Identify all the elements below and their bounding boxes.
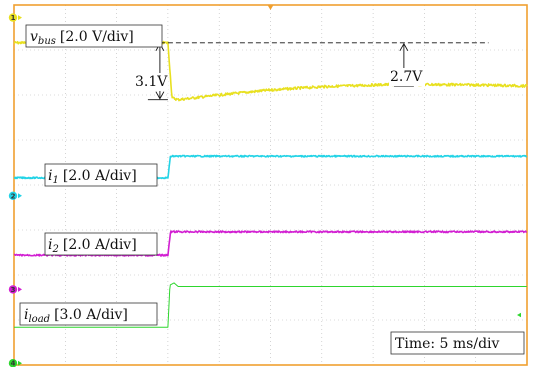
i1-label: i1 [2.0 A/div] [44, 163, 158, 187]
svg-text:i2[2.0 A/div]: i2 [2.0 A/div] [48, 237, 137, 255]
iload-trace [14, 282, 527, 328]
reference-arrow [517, 312, 521, 318]
channel-markers: 1 2 3 4 [8, 13, 521, 367]
grid [14, 5, 527, 365]
svg-text:iload[3.0 A/div]: iload [3.0 A/div] [24, 307, 128, 325]
channel-arrow-4 [18, 360, 22, 366]
drop1-arrowhead-bottom [155, 91, 165, 100]
svg-text:i1[2.0 A/div]: i1 [2.0 A/div] [48, 168, 137, 186]
i2-label: i2 [2.0 A/div] [44, 232, 158, 256]
plot-frame [13, 4, 528, 366]
channel-arrow-2 [18, 193, 22, 199]
trigger-marker [267, 5, 274, 10]
iload-label: iload [3.0 A/div] [19, 302, 158, 326]
drop2-label: 2.7V [389, 68, 425, 86]
channel-marker-text-3: 3 [11, 286, 16, 294]
time-base-label: Time: 5 ms/div [390, 331, 525, 355]
vbus-label: vbus [2.0 V/div] [25, 24, 163, 48]
channel-marker-3 [8, 285, 18, 294]
channel-arrow-1 [18, 15, 22, 21]
svg-text:2.7V: 2.7V [390, 69, 423, 85]
svg-text:3.1V: 3.1V [135, 74, 168, 90]
svg-text:vbus[2.0 V/div]: vbus [2.0 V/div] [30, 29, 134, 47]
channel-marker-2 [8, 191, 18, 200]
channel-marker-1 [8, 13, 18, 22]
channel-marker-text-4: 4 [11, 360, 16, 367]
channel-marker-4 [8, 359, 18, 367]
channel-arrow-3 [18, 286, 22, 292]
i2-trace [13, 230, 527, 257]
drop1-label: 3.1V [134, 73, 168, 91]
channel-marker-text-1: 1 [11, 14, 16, 22]
channel-marker-text-2: 2 [11, 192, 16, 200]
drop2-arrowhead-top [399, 42, 409, 52]
svg-text:Time: 5 ms/div: Time: 5 ms/div [395, 336, 500, 352]
